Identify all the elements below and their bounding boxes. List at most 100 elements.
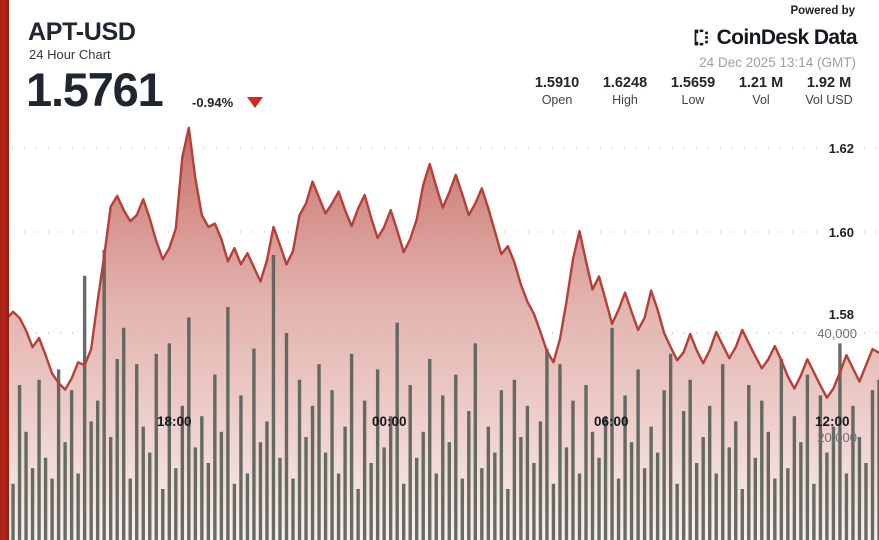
volume-bar <box>551 483 556 540</box>
time-axis-tick-1800: 18:00 <box>157 414 192 429</box>
chart-header: APT-USD 24 Hour Chart 1.5761 -0.94% Powe… <box>0 0 879 120</box>
volume-bar <box>577 473 582 540</box>
volume-bar <box>17 385 22 540</box>
volume-bar <box>844 473 849 540</box>
volume-bar <box>265 421 269 540</box>
volume-bar <box>219 431 224 540</box>
stat-low: 1.5659 Low <box>659 75 727 109</box>
volume-bar <box>773 478 777 540</box>
volume-bar <box>467 411 471 540</box>
volume-bar <box>519 437 523 540</box>
volume-bar <box>597 457 601 540</box>
volume-bar <box>434 473 438 540</box>
volume-bar <box>193 447 198 540</box>
volume-bar <box>356 489 360 540</box>
volume-bar <box>681 411 686 540</box>
brand-lockup[interactable]: CoinDesk Data <box>693 27 858 48</box>
volume-bar <box>278 457 282 540</box>
volume-bar <box>740 489 744 540</box>
volume-bar <box>206 463 211 540</box>
stat-open: 1.5910 Open <box>523 75 591 109</box>
volume-axis-tick-20000: 20,000 <box>817 430 857 445</box>
volume-bar <box>369 463 373 540</box>
stat-value: 1.6248 <box>602 75 648 91</box>
volume-bar <box>766 431 771 540</box>
volume-bar <box>154 353 158 540</box>
volume-bar <box>388 416 393 540</box>
volume-bar <box>786 468 790 540</box>
volume-bar <box>695 463 699 540</box>
stat-label: Low <box>681 92 705 107</box>
volume-bar <box>734 421 738 540</box>
volume-bar <box>538 421 543 540</box>
instrument-symbol: APT-USD <box>28 18 136 46</box>
volume-bar <box>649 426 653 540</box>
volume-bar <box>258 442 263 540</box>
price-axis-tick-162: 1.62 <box>828 141 854 156</box>
volume-bar <box>662 390 666 540</box>
volume-bar <box>506 489 510 540</box>
volume-bar <box>200 416 204 540</box>
volume-bar <box>870 390 875 540</box>
stat-value: 1.92 M <box>806 75 852 91</box>
volume-bar <box>174 468 178 540</box>
volume-bar <box>447 442 451 540</box>
volume-bar <box>349 353 354 540</box>
volume-bar <box>43 457 48 540</box>
volume-bar <box>486 426 491 540</box>
volume-bar <box>415 457 419 540</box>
volume-bar <box>148 452 152 540</box>
volume-bar <box>655 452 660 540</box>
chart-subtitle: 24 Hour Chart <box>29 47 111 62</box>
volume-bar <box>421 431 425 540</box>
volume-bar <box>11 483 15 540</box>
volume-bar <box>30 468 35 540</box>
volume-bar <box>187 317 191 540</box>
volume-bar <box>271 255 276 540</box>
stat-high: 1.6248 High <box>591 75 659 109</box>
volume-bar <box>753 457 757 540</box>
volume-bar <box>330 390 334 540</box>
volume-bar <box>864 463 868 540</box>
volume-bar <box>213 374 217 540</box>
powered-by-label: Powered by <box>790 5 855 17</box>
volume-bar <box>109 437 113 540</box>
volume-bar <box>63 442 67 540</box>
volume-bar <box>688 379 692 540</box>
volume-axis-tick-40000: 40,000 <box>817 326 857 341</box>
volume-bar <box>239 395 243 540</box>
volume-bar <box>636 369 640 540</box>
volume-bar <box>714 473 718 540</box>
volume-bar <box>721 364 725 540</box>
volume-bar <box>877 379 879 540</box>
volume-bar <box>603 416 608 540</box>
left-accent-bar <box>0 0 9 540</box>
triangle-down-icon <box>247 97 263 108</box>
stat-value: 1.5910 <box>534 75 580 91</box>
stat-value: 1.21 M <box>738 75 784 91</box>
volume-bars <box>0 249 879 540</box>
volume-bar <box>831 426 836 540</box>
volume-bar <box>161 489 165 540</box>
volume-bar <box>779 359 784 540</box>
volume-bar <box>297 379 302 540</box>
volume-bar <box>310 405 315 540</box>
volume-bar <box>708 405 712 540</box>
volume-bar <box>323 452 328 540</box>
volume-bar <box>76 473 80 540</box>
stat-vol-usd: 1.92 M Vol USD <box>795 75 863 109</box>
volume-bar <box>857 437 862 540</box>
price-line <box>0 126 879 399</box>
volume-bar <box>89 421 93 540</box>
volume-bar <box>499 390 504 540</box>
volume-bar <box>115 359 119 540</box>
time-axis-tick-0000: 00:00 <box>372 414 407 429</box>
stat-label: Open <box>541 92 573 107</box>
volume-bar <box>82 275 87 540</box>
volume-bar <box>792 416 797 540</box>
volume-bar <box>402 483 406 540</box>
volume-bar <box>128 478 132 540</box>
